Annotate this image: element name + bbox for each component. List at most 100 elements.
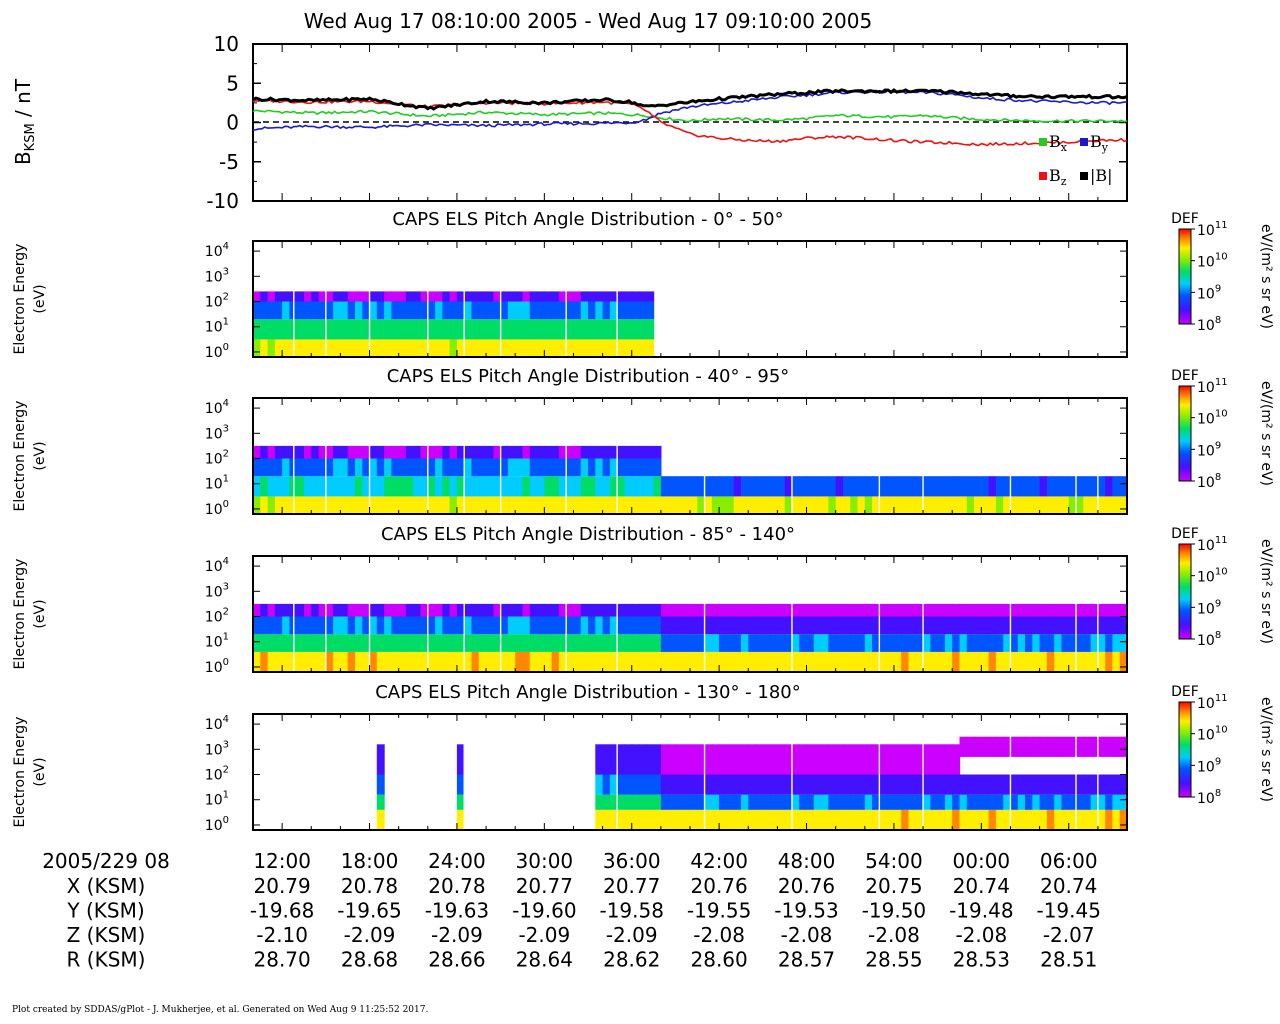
spectrogram-cell — [646, 634, 655, 652]
spectrogram-cell — [347, 339, 356, 357]
spectrogram-cell — [930, 603, 939, 617]
spectrogram-cell — [893, 634, 902, 652]
spectrogram-cell — [369, 445, 378, 459]
spectrogram-cell — [624, 496, 633, 514]
spectrogram-cell — [507, 291, 516, 302]
spectrogram-cell — [573, 616, 582, 635]
ephemeris-row-label: Y (KSM) — [66, 899, 144, 923]
spectrogram-panels: CAPS ELS Pitch Angle Distribution - 0° -… — [12, 209, 1274, 834]
plot-title: Wed Aug 17 08:10:00 2005 - Wed Aug 17 09… — [304, 9, 872, 33]
spectrogram-cell — [1097, 476, 1106, 497]
spectrogram-cell — [959, 616, 968, 635]
spectrogram-cell — [959, 603, 968, 617]
spectrogram-cell — [507, 476, 516, 497]
spectrogram-cell — [719, 634, 727, 652]
spectrogram-cell — [886, 476, 895, 497]
spectrogram-cell — [384, 291, 392, 302]
spectrogram-cell — [529, 445, 538, 459]
spectrogram-cell — [296, 476, 305, 497]
spectrogram-cell — [828, 794, 837, 810]
spectrogram-cell — [507, 496, 516, 514]
energy-tick-label: 104 — [205, 714, 229, 733]
spectrogram-cell — [777, 476, 786, 497]
spectrogram-cell — [770, 476, 778, 497]
spectrogram-cell — [573, 319, 582, 340]
spectrogram-cell — [799, 496, 808, 514]
spectrogram-cell — [639, 301, 647, 320]
legend-label-bz: Bz — [1049, 166, 1067, 188]
spectrogram-cell — [886, 634, 895, 652]
ephemeris-value: -2.08 — [868, 923, 920, 947]
spectrogram-cell — [711, 476, 720, 497]
spectrogram-cell — [267, 651, 276, 672]
spectrogram-cell — [355, 301, 363, 320]
spectrogram-cell — [937, 476, 946, 497]
spectrogram-cell — [355, 445, 363, 459]
spectrogram-cell — [1003, 794, 1012, 810]
spectrogram-cell — [639, 634, 647, 652]
spectrogram-cell — [609, 603, 618, 617]
spectrogram-cell — [413, 291, 422, 302]
spectrogram-cell — [522, 445, 531, 459]
spectrogram-cell — [318, 603, 327, 617]
spectrogram-cell — [566, 291, 575, 302]
spectrogram-cell — [558, 301, 567, 320]
spectrogram-cell — [1097, 736, 1106, 757]
spectrogram-cell — [413, 616, 422, 635]
spectrogram-cell — [784, 744, 793, 775]
spectrogram-cell — [507, 634, 516, 652]
spectrogram-cell — [959, 809, 968, 830]
spectrogram-cell — [340, 445, 349, 459]
spectrogram-cell — [456, 458, 465, 477]
spectrogram-cell — [952, 476, 961, 497]
legend-label-bmag: |B| — [1090, 166, 1113, 185]
spectrogram-cell — [748, 616, 757, 635]
spectrogram-cell — [544, 651, 553, 672]
spectrogram-cell — [405, 651, 414, 672]
spectrogram-cell — [529, 301, 538, 320]
spectrogram-cell — [937, 496, 946, 514]
spectrogram-cell — [347, 445, 356, 459]
spectrogram-cell — [617, 809, 626, 830]
spectrogram-cell — [653, 809, 662, 830]
spectrogram-cell — [1010, 476, 1019, 497]
spectrogram-cell — [690, 794, 698, 810]
spectrogram-cell — [879, 603, 888, 617]
spectrogram-cell — [580, 634, 589, 652]
spectrogram-cell — [748, 476, 757, 497]
spectrogram-cell — [631, 634, 640, 652]
spectrogram-cell — [405, 301, 414, 320]
colorbar-tick-label: 108 — [1197, 630, 1221, 649]
spectrogram-cell — [988, 809, 997, 830]
spectrogram-cell — [522, 291, 531, 302]
spectrogram-cell — [704, 603, 713, 617]
spectrogram-cell — [478, 445, 487, 459]
spectrogram-cell — [857, 496, 866, 514]
spectrogram-cell — [690, 603, 698, 617]
spectrogram-cell — [857, 809, 866, 830]
spectrogram-cell — [333, 291, 341, 302]
spectrogram-cell — [864, 651, 873, 672]
spectrogram-cell — [1090, 496, 1099, 514]
spectrogram-cell — [274, 445, 283, 459]
spectrogram-cell — [762, 476, 771, 497]
spectrogram-cell — [1025, 774, 1033, 795]
spectrogram-cell — [318, 476, 327, 497]
spectrogram-cell — [384, 339, 392, 357]
spectrogram-cell — [733, 774, 742, 795]
spectrogram-cell — [507, 319, 516, 340]
spectrogram-cell — [726, 634, 735, 652]
spectrogram-cell — [369, 301, 378, 320]
spectrogram-cell — [981, 794, 990, 810]
spectrogram-cell — [857, 794, 866, 810]
ephemeris-time: 00:00 — [953, 849, 1011, 873]
spectrogram-cell — [1046, 809, 1055, 830]
spectrogram-cell — [835, 476, 844, 497]
spectrogram-cell — [733, 634, 742, 652]
energy-tick-label: 103 — [205, 423, 229, 442]
spectrogram-cell — [966, 603, 975, 617]
spectrogram-panel-3: CAPS ELS Pitch Angle Distribution - 85° … — [12, 524, 1274, 676]
spectrogram-cell — [1061, 774, 1070, 795]
spectrogram-cell — [296, 339, 305, 357]
spectrogram-cell — [755, 616, 764, 635]
